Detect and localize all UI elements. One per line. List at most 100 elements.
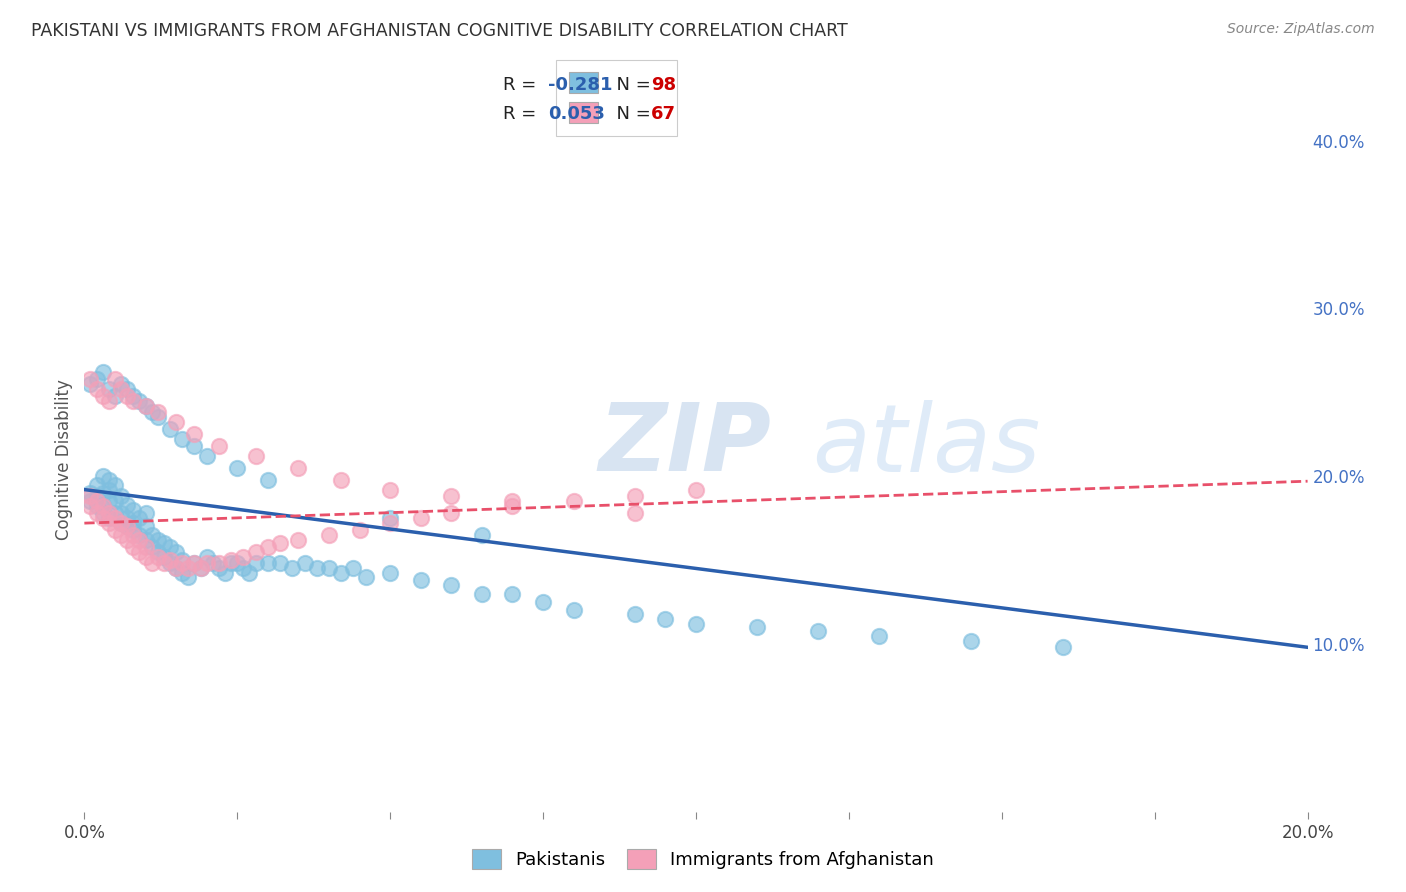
Point xyxy=(502,586,524,600)
Point xyxy=(624,506,647,520)
Point xyxy=(159,553,181,567)
Point xyxy=(294,557,316,571)
Point xyxy=(354,570,377,584)
Point xyxy=(86,372,108,386)
Text: R =: R = xyxy=(503,105,543,123)
Point xyxy=(122,516,145,530)
Point xyxy=(159,540,181,554)
Point xyxy=(135,533,157,547)
Legend:          ,          : , xyxy=(557,60,676,136)
Point xyxy=(245,557,267,571)
Point xyxy=(232,561,254,575)
Text: R =: R = xyxy=(503,76,543,94)
Point xyxy=(91,511,114,525)
Point xyxy=(869,629,891,643)
Point xyxy=(257,557,280,571)
Text: Source: ZipAtlas.com: Source: ZipAtlas.com xyxy=(1227,22,1375,37)
Point xyxy=(91,506,114,520)
Point xyxy=(91,469,114,483)
Point xyxy=(562,603,585,617)
Point xyxy=(122,502,145,516)
Point xyxy=(208,561,231,575)
Point xyxy=(245,449,267,463)
Point xyxy=(91,389,114,403)
Point xyxy=(287,533,309,547)
Point xyxy=(135,549,157,564)
Text: PAKISTANI VS IMMIGRANTS FROM AFGHANISTAN COGNITIVE DISABILITY CORRELATION CHART: PAKISTANI VS IMMIGRANTS FROM AFGHANISTAN… xyxy=(31,22,848,40)
Point xyxy=(531,595,554,609)
Point xyxy=(79,500,101,514)
Point xyxy=(153,549,176,564)
Point xyxy=(238,566,260,581)
Point xyxy=(79,486,101,500)
Point xyxy=(97,516,120,530)
Text: N =: N = xyxy=(605,105,657,123)
Point xyxy=(318,561,340,575)
Point xyxy=(97,506,120,520)
Point xyxy=(91,498,114,512)
Point xyxy=(208,439,231,453)
Point xyxy=(153,557,176,571)
Point xyxy=(183,439,205,453)
Point xyxy=(440,489,463,503)
Point xyxy=(86,506,108,520)
Point xyxy=(91,500,114,514)
Point xyxy=(97,393,120,408)
Point xyxy=(807,624,830,638)
Point xyxy=(269,536,291,550)
Point xyxy=(960,633,983,648)
Point xyxy=(342,561,364,575)
Point xyxy=(97,494,120,508)
Text: atlas: atlas xyxy=(813,400,1040,491)
Point xyxy=(115,382,138,396)
Point xyxy=(172,432,194,446)
Point xyxy=(165,416,187,430)
Point xyxy=(330,566,353,581)
Point xyxy=(208,557,231,571)
Point xyxy=(172,553,194,567)
Point xyxy=(97,473,120,487)
Point xyxy=(257,540,280,554)
Point xyxy=(409,511,432,525)
Point xyxy=(624,607,647,621)
Point xyxy=(141,528,163,542)
Point xyxy=(245,544,267,558)
Point xyxy=(122,389,145,403)
Point xyxy=(135,506,157,520)
Point xyxy=(165,544,187,558)
Point xyxy=(122,540,145,554)
Text: -0.281: -0.281 xyxy=(548,76,613,94)
Point xyxy=(135,399,157,413)
Point xyxy=(380,483,402,497)
Point xyxy=(409,573,432,587)
Point xyxy=(104,372,127,386)
Point xyxy=(115,519,138,533)
Text: ZIP: ZIP xyxy=(598,400,770,491)
Point xyxy=(219,553,242,567)
Point xyxy=(685,616,707,631)
Point xyxy=(219,557,242,571)
Point xyxy=(141,557,163,571)
Point xyxy=(281,561,304,575)
Point xyxy=(146,410,169,425)
Point xyxy=(104,523,127,537)
Point xyxy=(562,494,585,508)
Point xyxy=(86,500,108,514)
Point xyxy=(104,511,127,525)
Point xyxy=(79,494,101,508)
Point xyxy=(502,500,524,514)
Point xyxy=(226,460,249,475)
Point xyxy=(380,566,402,581)
Point xyxy=(177,570,200,584)
Point xyxy=(654,612,676,626)
Point xyxy=(183,557,205,571)
Point xyxy=(146,544,169,558)
Point xyxy=(97,511,120,525)
Point xyxy=(110,489,132,503)
Point xyxy=(172,557,194,571)
Point xyxy=(146,533,169,547)
Point xyxy=(128,393,150,408)
Point xyxy=(305,561,328,575)
Point xyxy=(1052,640,1074,655)
Point xyxy=(115,533,138,547)
